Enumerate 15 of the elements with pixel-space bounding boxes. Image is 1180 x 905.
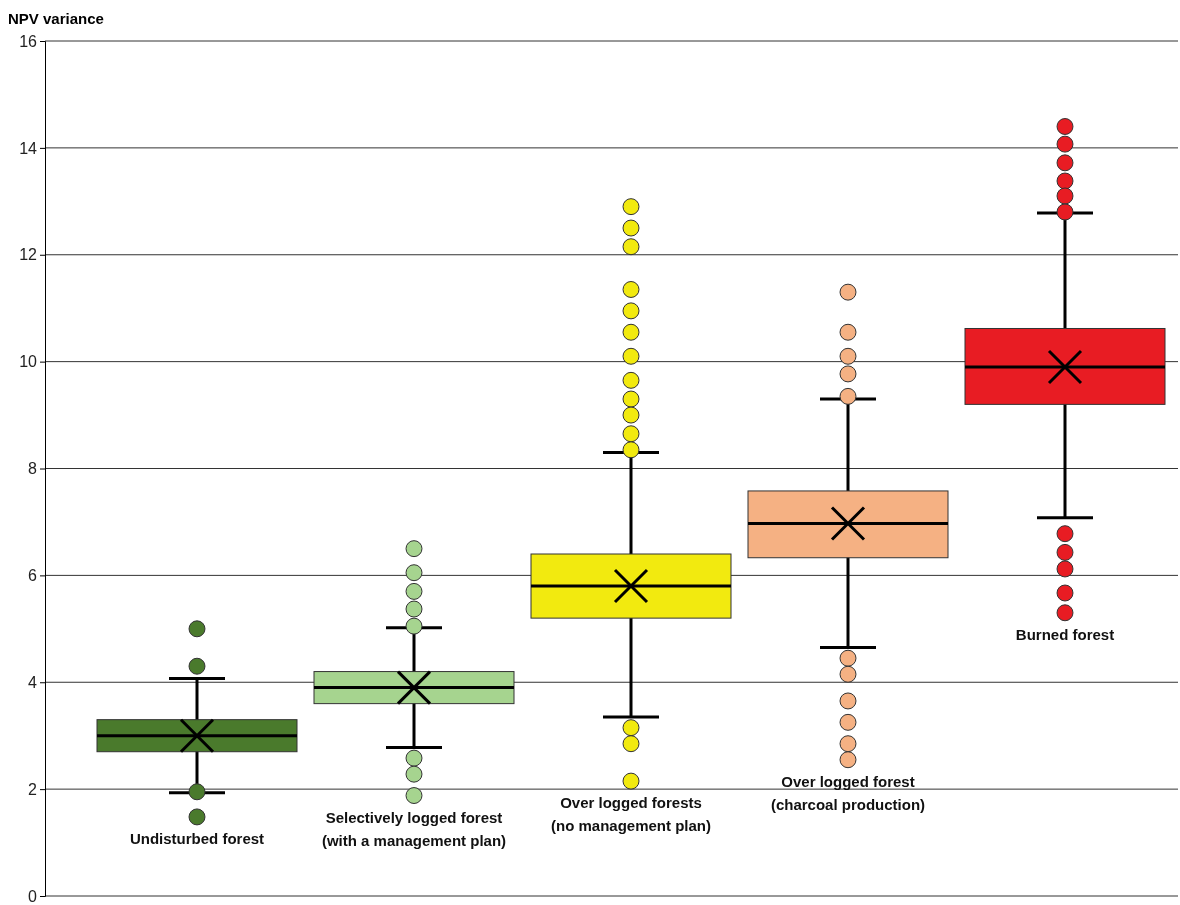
y-axis-title: NPV variance	[8, 10, 104, 27]
x-tick-label: Selectively logged forest (with a management plan)	[321, 808, 507, 849]
y-tick-label: 2	[28, 780, 38, 798]
y-tick-label: 6	[28, 566, 38, 584]
y-tick-label: 4	[28, 673, 38, 691]
x-tick-label: Burned forest	[1015, 625, 1115, 643]
x-tick-label: Over logged forest (charcoal production)	[770, 772, 926, 813]
y-tick-label: 14	[19, 139, 38, 157]
y-tick-label: 0	[28, 887, 38, 905]
y-tick-label: 8	[28, 460, 38, 478]
x-tick-label: Undisturbed forest	[129, 829, 265, 847]
y-tick-label: 10	[19, 353, 38, 371]
x-tick-label: Over logged forests (no management plan)	[550, 794, 712, 835]
y-tick-label: 16	[19, 32, 38, 50]
y-tick-label: 12	[19, 246, 38, 264]
